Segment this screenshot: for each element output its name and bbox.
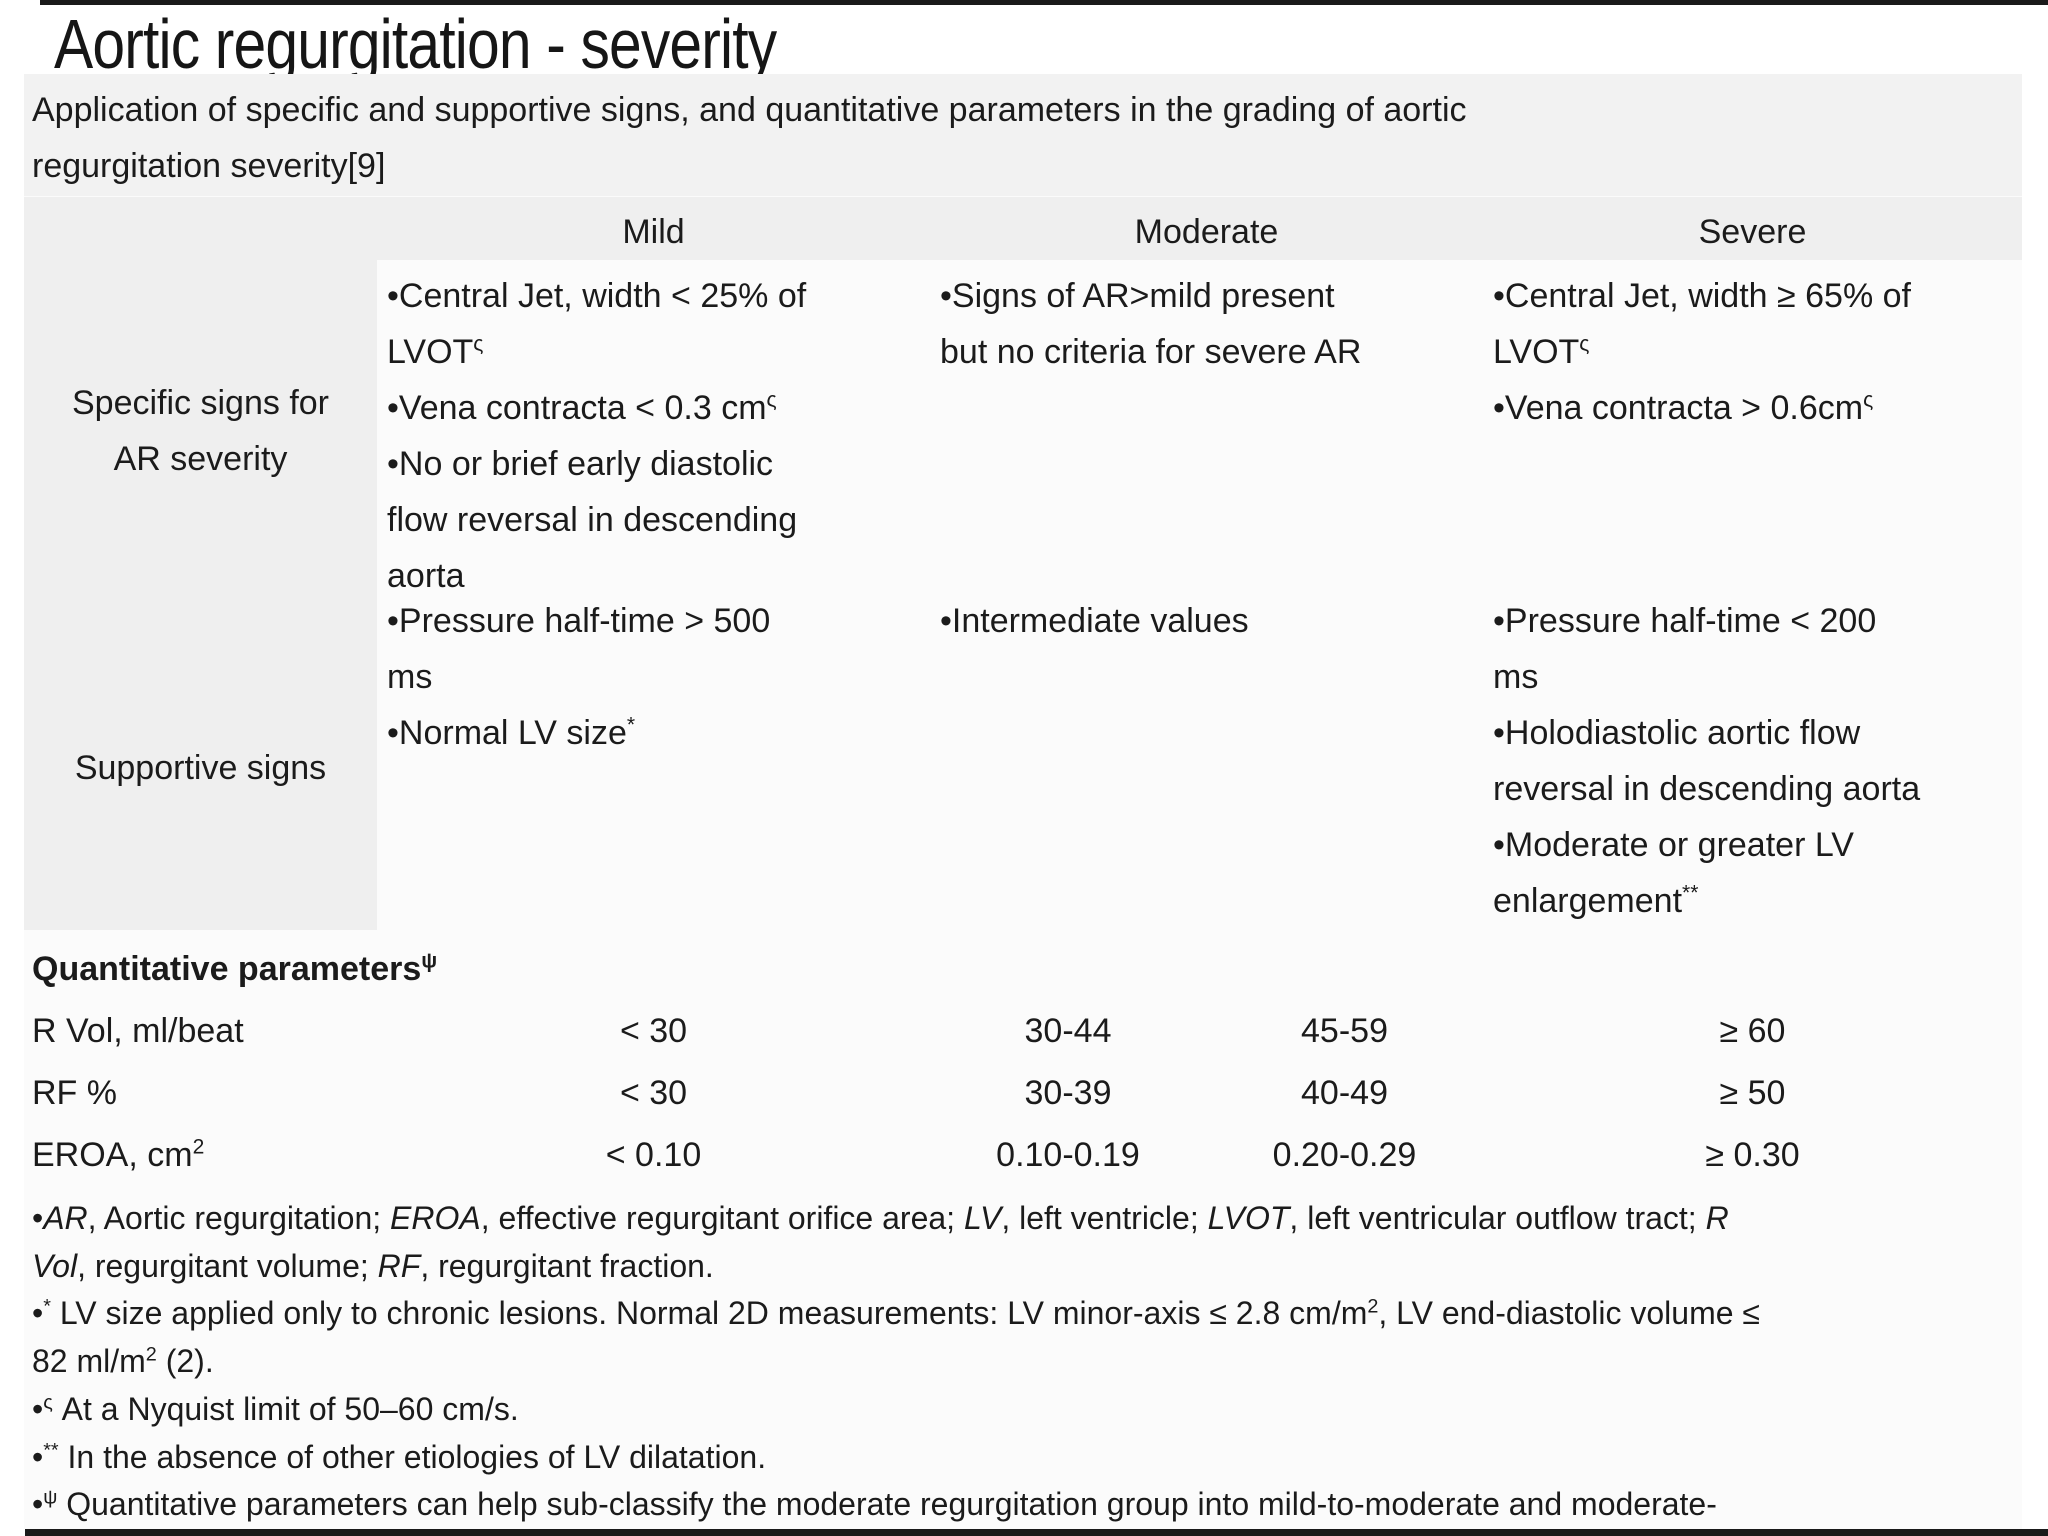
quant-value-moderate-low: 30-44: [1024, 1012, 1112, 1050]
caption-background: [24, 74, 2022, 196]
quant-value-moderate-high: 0.20-0.29: [1272, 1136, 1417, 1174]
quant-row-rf: RF % < 30 30-39 40-49 ≥ 50: [0, 1065, 2048, 1121]
quant-value-moderate-high: 40-49: [1301, 1074, 1388, 1112]
quant-value-severe: ≥ 50: [1719, 1074, 1786, 1112]
quant-value-moderate-low: 0.10-0.19: [996, 1136, 1140, 1174]
cell-supportive-moderate: •Intermediate values: [940, 602, 1249, 640]
label-column-background: [24, 260, 377, 930]
cell-specific-mild: •Central Jet, width < 25% of LVOTς •Vena c…: [387, 277, 807, 595]
quant-row-label: R Vol, ml/beat: [32, 1012, 244, 1050]
header-row-background: [24, 197, 2022, 260]
quant-value-mild: < 30: [619, 1012, 688, 1050]
cell-specific-severe: •Central Jet, width ≥ 65% of LVOTς •Vena c…: [1493, 277, 1911, 427]
bottom-border: [25, 1529, 2048, 1536]
quant-value-mild: < 0.10: [605, 1136, 702, 1174]
quant-row-rvol: R Vol, ml/beat < 30 30-44 45-59 ≥ 60: [0, 1003, 2048, 1059]
column-header-severe: Severe: [1698, 213, 1807, 251]
row-label-supportive-signs: Supportive signs: [74, 749, 327, 787]
quantitative-heading: Quantitative parametersψ: [32, 949, 438, 988]
quant-value-severe: ≥ 0.30: [1705, 1136, 1800, 1174]
quant-row-label: RF %: [32, 1074, 117, 1112]
quant-row-eroa: EROA, cm2 < 0.10 0.10-0.19 0.20-0.29 ≥ 0…: [0, 1127, 2048, 1183]
quant-value-severe: ≥ 60: [1719, 1012, 1786, 1050]
page-title: Aortic regurgitation - severity: [54, 5, 777, 83]
cell-specific-moderate: •Signs of AR>mild present but no criteria…: [940, 277, 1362, 371]
quant-value-moderate-low: 30-39: [1024, 1074, 1112, 1112]
cell-supportive-mild: •Pressure half-time > 500 ms •Normal LV si…: [387, 602, 771, 752]
column-header-moderate: Moderate: [1134, 213, 1279, 251]
quant-row-label: EROA, cm2: [32, 1135, 205, 1174]
quant-value-moderate-high: 45-59: [1301, 1012, 1388, 1050]
row-label-specific-signs: Specific signs for AR severity: [72, 384, 329, 478]
table-caption: Application of specific and supportive s…: [32, 91, 1467, 185]
footnotes: •AR, Aortic regurgitation; EROA, effecti…: [32, 1200, 1760, 1523]
quant-value-mild: < 30: [619, 1074, 688, 1112]
top-border: [40, 0, 2048, 5]
column-header-mild: Mild: [622, 213, 685, 251]
cell-supportive-severe: •Pressure half-time < 200 ms •Holodiastoli…: [1493, 602, 1921, 920]
